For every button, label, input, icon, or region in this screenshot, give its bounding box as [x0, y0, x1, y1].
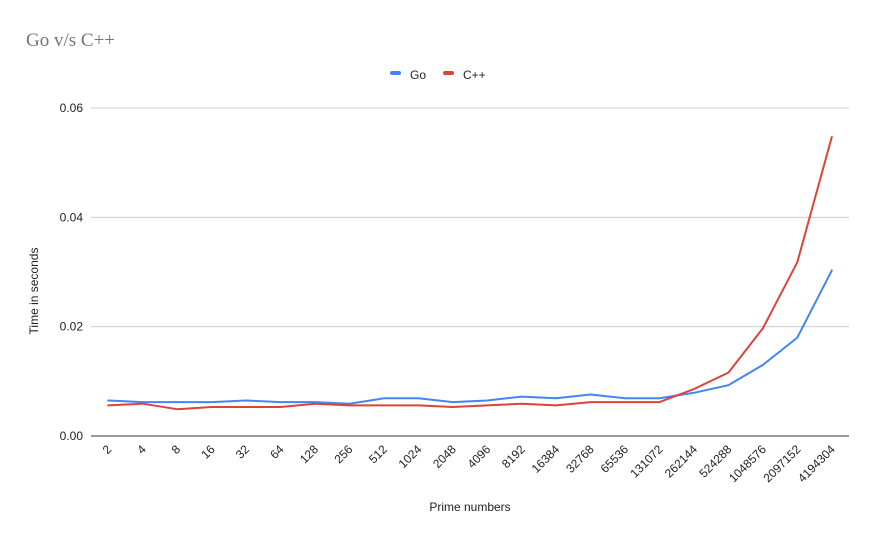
x-tick-label: 1024 [396, 442, 425, 471]
legend: Go C++ [390, 68, 486, 82]
x-tick-label: 64 [267, 442, 287, 462]
x-tick-label: 2048 [430, 442, 459, 471]
series-line-go [107, 269, 833, 405]
x-tick-label: 128 [297, 442, 321, 466]
y-tick-label: 0.06 [60, 101, 84, 115]
x-tick-label: 131072 [627, 442, 665, 480]
x-tick-label: 2 [100, 442, 115, 457]
chart-title: Go v/s C++ [26, 30, 115, 51]
x-tick-label: 32768 [563, 442, 597, 476]
legend-swatch-cpp [443, 71, 454, 75]
y-tick-label: 0.04 [60, 210, 84, 224]
x-tick-label: 256 [331, 442, 355, 466]
x-tick-label: 16 [198, 442, 218, 462]
x-axis-title: Prime numbers [429, 500, 510, 514]
x-tick-label: 16384 [529, 442, 563, 476]
y-axis-title: Time in seconds [27, 248, 41, 335]
y-tick-label: 0.00 [60, 429, 84, 443]
x-tick-label: 4 [134, 442, 149, 457]
x-tick-label: 262144 [662, 442, 700, 480]
y-axis-ticks: 0.00 0.02 0.04 0.06 [60, 101, 84, 443]
legend-swatch-go [390, 71, 401, 75]
x-tick-label: 4194304 [795, 442, 838, 485]
series-lines [107, 136, 833, 411]
x-axis-ticks: 2 4 8 16 32 64 128 256 512 1024 2048 4096 8192 16384 3… [100, 442, 838, 485]
gridlines [91, 107, 849, 328]
x-tick-label: 512 [366, 442, 390, 466]
y-tick-label: 0.02 [60, 320, 84, 334]
x-tick-label: 8192 [499, 442, 528, 471]
x-tick-label: 8 [169, 442, 184, 457]
x-tick-label: 4096 [465, 442, 494, 471]
legend-label-cpp: C++ [463, 68, 486, 82]
legend-label-go: Go [410, 68, 426, 82]
series-line-cpp [107, 136, 833, 411]
x-tick-label: 32 [233, 442, 253, 462]
